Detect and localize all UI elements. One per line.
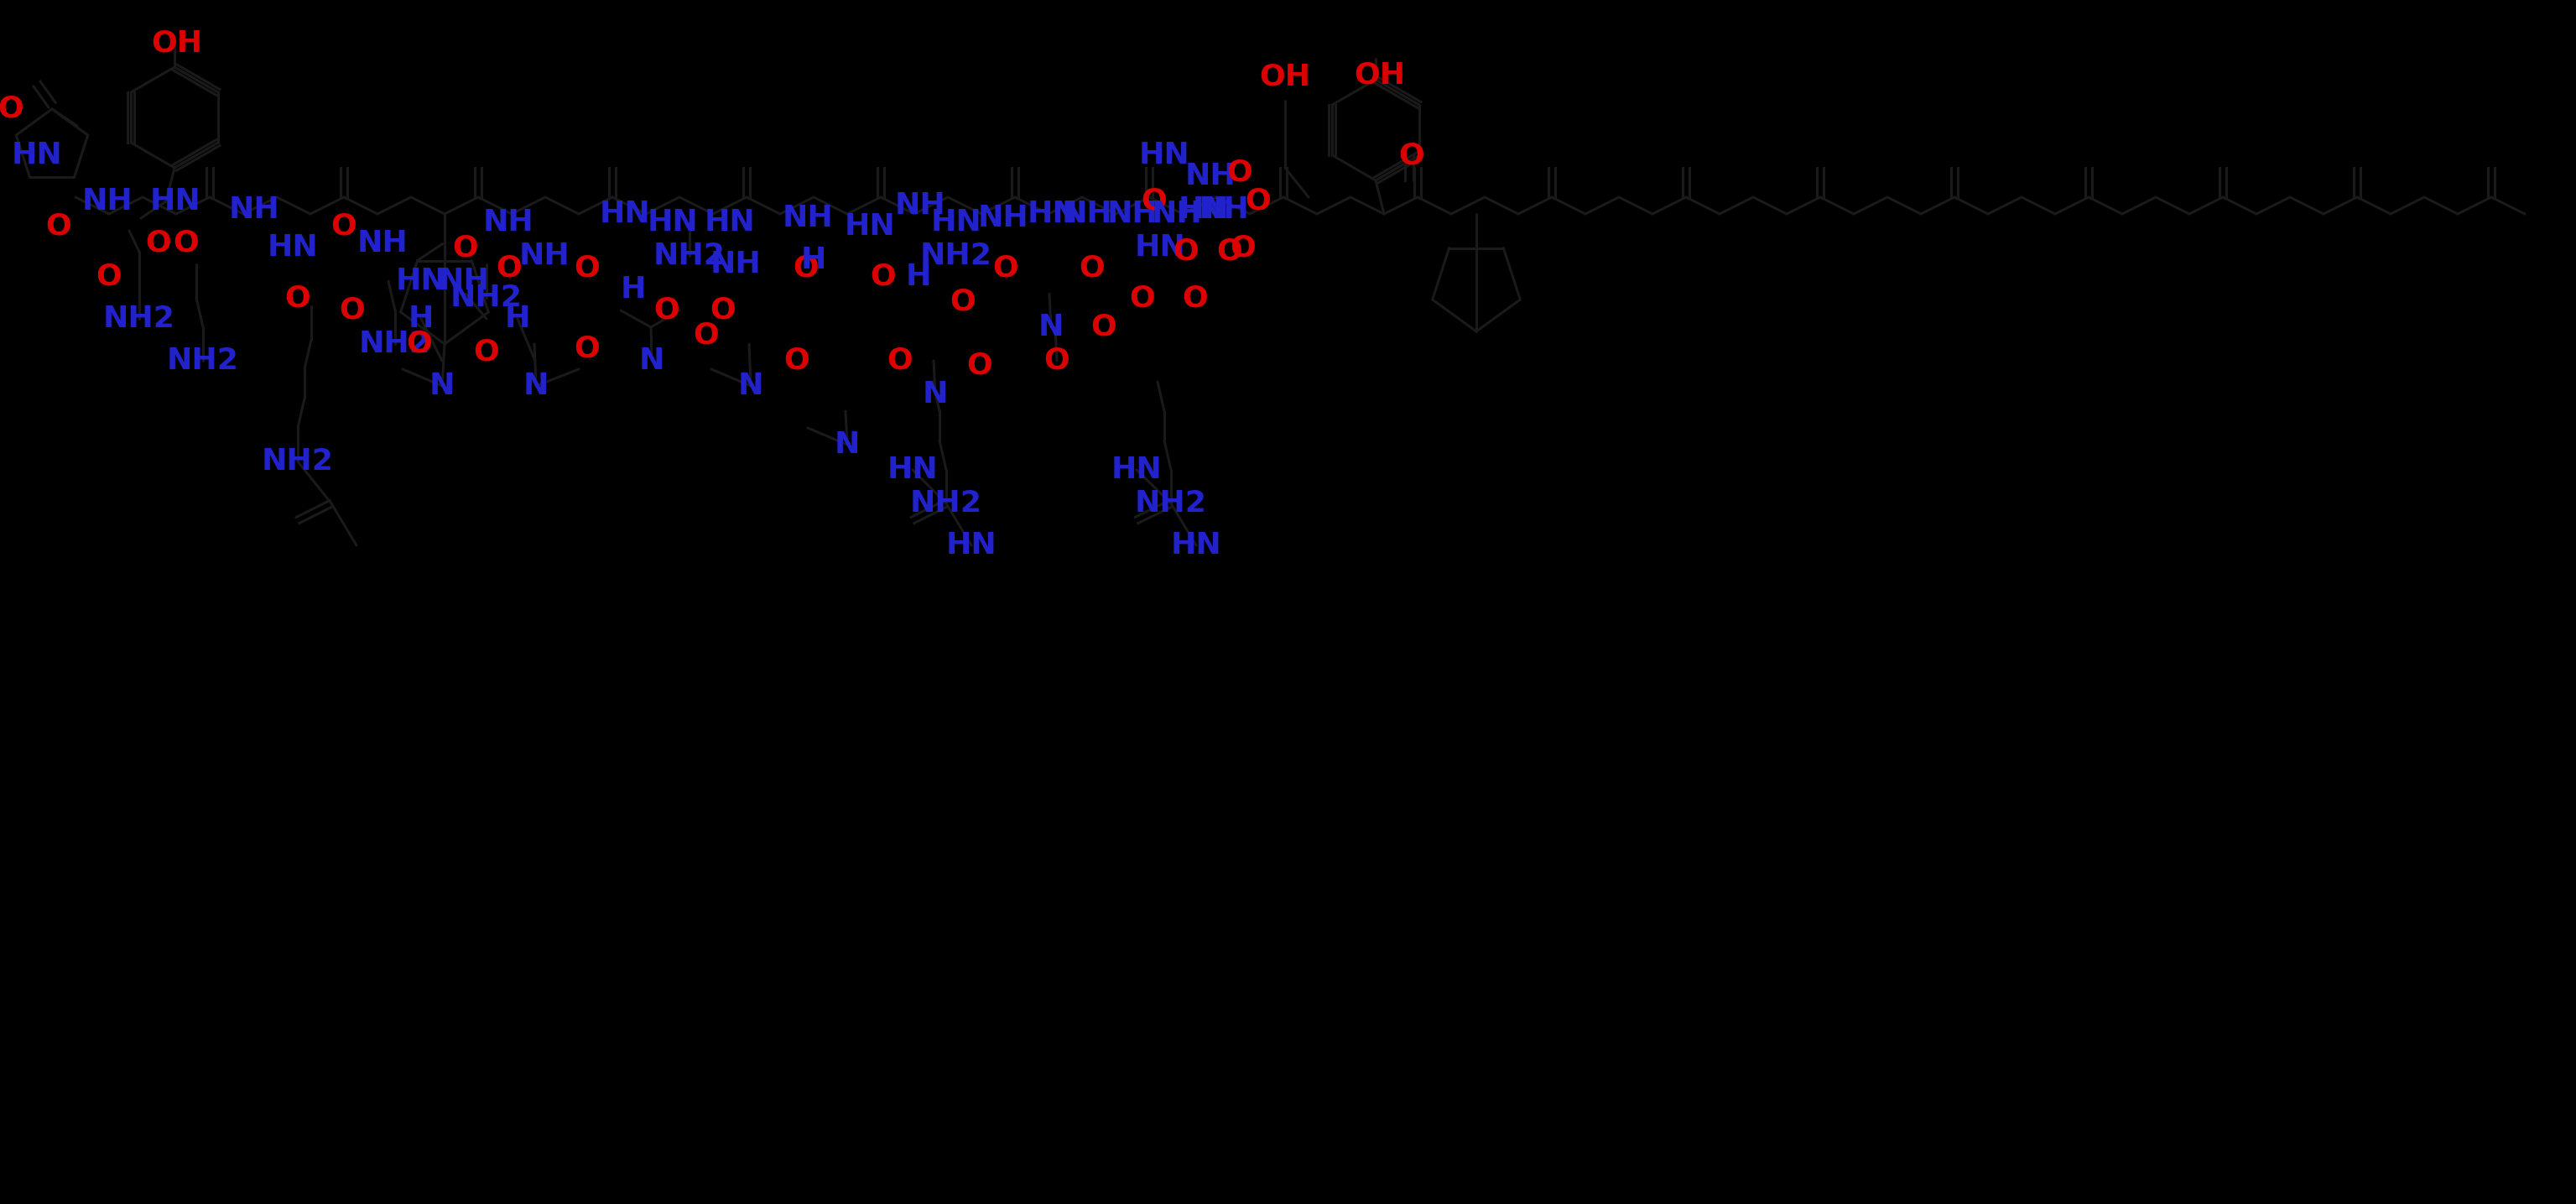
Text: O: O	[1128, 284, 1157, 312]
Text: NH2: NH2	[103, 305, 175, 334]
Text: O: O	[1092, 313, 1118, 342]
Text: O: O	[453, 234, 479, 261]
Text: HN: HN	[945, 531, 997, 560]
Text: N: N	[835, 430, 860, 459]
Text: NH2: NH2	[909, 489, 981, 518]
Text: HN: HN	[149, 187, 201, 216]
Text: O: O	[574, 334, 600, 362]
Text: NH: NH	[979, 203, 1028, 232]
Text: O: O	[1231, 234, 1257, 261]
Text: O: O	[574, 254, 600, 283]
Text: NH2: NH2	[263, 447, 335, 476]
Text: NH: NH	[229, 195, 281, 224]
Text: O: O	[693, 321, 719, 350]
Text: HN: HN	[1110, 455, 1162, 484]
Text: NH: NH	[358, 229, 407, 258]
Text: HN: HN	[600, 200, 649, 229]
Text: NH: NH	[518, 242, 569, 270]
Text: O: O	[871, 262, 896, 291]
Text: HN: HN	[397, 267, 446, 295]
Text: OH: OH	[152, 29, 204, 58]
Text: NH2: NH2	[167, 347, 240, 374]
Text: NH: NH	[783, 203, 832, 232]
Text: O: O	[1172, 237, 1198, 266]
Text: HN: HN	[886, 455, 938, 484]
Text: NH2: NH2	[1136, 489, 1208, 518]
Text: O: O	[497, 254, 523, 283]
Text: N: N	[737, 372, 762, 400]
Text: O: O	[1079, 254, 1105, 283]
Text: NH: NH	[1108, 200, 1157, 229]
Text: O: O	[951, 288, 976, 317]
Text: O: O	[992, 254, 1018, 283]
Text: O: O	[340, 296, 366, 325]
Text: N: N	[1038, 313, 1064, 342]
Text: NH2: NH2	[654, 242, 726, 270]
Text: O: O	[1141, 187, 1167, 216]
Text: HN: HN	[1177, 195, 1229, 224]
Text: O: O	[173, 229, 198, 258]
Text: HN: HN	[1028, 200, 1079, 229]
Text: NH2: NH2	[451, 284, 523, 312]
Text: N: N	[523, 372, 549, 400]
Text: HN: HN	[268, 234, 319, 261]
Text: H: H	[801, 246, 827, 275]
Text: O: O	[474, 338, 500, 367]
Text: O: O	[966, 350, 992, 379]
Text: H: H	[410, 305, 433, 334]
Text: HN: HN	[845, 212, 896, 241]
Text: O: O	[1226, 158, 1252, 187]
Text: O: O	[46, 212, 72, 241]
Text: NH: NH	[1151, 200, 1203, 229]
Text: NH: NH	[894, 191, 945, 220]
Text: HN: HN	[1170, 531, 1221, 560]
Text: O: O	[0, 95, 23, 123]
Text: O: O	[1399, 141, 1425, 170]
Text: HN: HN	[1133, 234, 1185, 261]
Text: HN: HN	[10, 141, 62, 170]
Text: O: O	[95, 262, 121, 291]
Text: N: N	[639, 347, 665, 374]
Text: N: N	[430, 372, 456, 400]
Text: OH: OH	[1260, 63, 1311, 92]
Text: O: O	[332, 212, 358, 241]
Text: N: N	[922, 380, 948, 408]
Text: H: H	[907, 262, 933, 291]
Text: O: O	[1043, 347, 1069, 374]
Text: O: O	[1216, 237, 1242, 266]
Text: O: O	[407, 330, 433, 359]
Text: HN: HN	[647, 208, 698, 237]
Text: NH: NH	[82, 187, 134, 216]
Text: O: O	[783, 347, 809, 374]
Text: H: H	[621, 276, 647, 303]
Text: NH: NH	[482, 208, 533, 237]
Text: O: O	[711, 296, 737, 325]
Text: HN: HN	[930, 208, 981, 237]
Text: NH2: NH2	[920, 242, 992, 270]
Text: O: O	[147, 229, 173, 258]
Text: O: O	[793, 254, 819, 283]
Text: O: O	[1182, 284, 1208, 312]
Text: OH: OH	[1355, 61, 1406, 90]
Text: HN: HN	[703, 208, 755, 237]
Text: O: O	[286, 284, 312, 312]
Text: NH2: NH2	[358, 330, 430, 359]
Text: O: O	[1244, 187, 1270, 216]
Text: NH: NH	[1061, 200, 1113, 229]
Text: H: H	[505, 305, 531, 334]
Text: O: O	[654, 296, 680, 325]
Text: NH: NH	[438, 267, 489, 295]
Text: NH: NH	[711, 250, 760, 278]
Text: NH: NH	[1198, 195, 1249, 224]
Text: HN: HN	[1139, 141, 1190, 170]
Text: NH: NH	[1185, 161, 1236, 190]
Text: O: O	[886, 347, 912, 374]
